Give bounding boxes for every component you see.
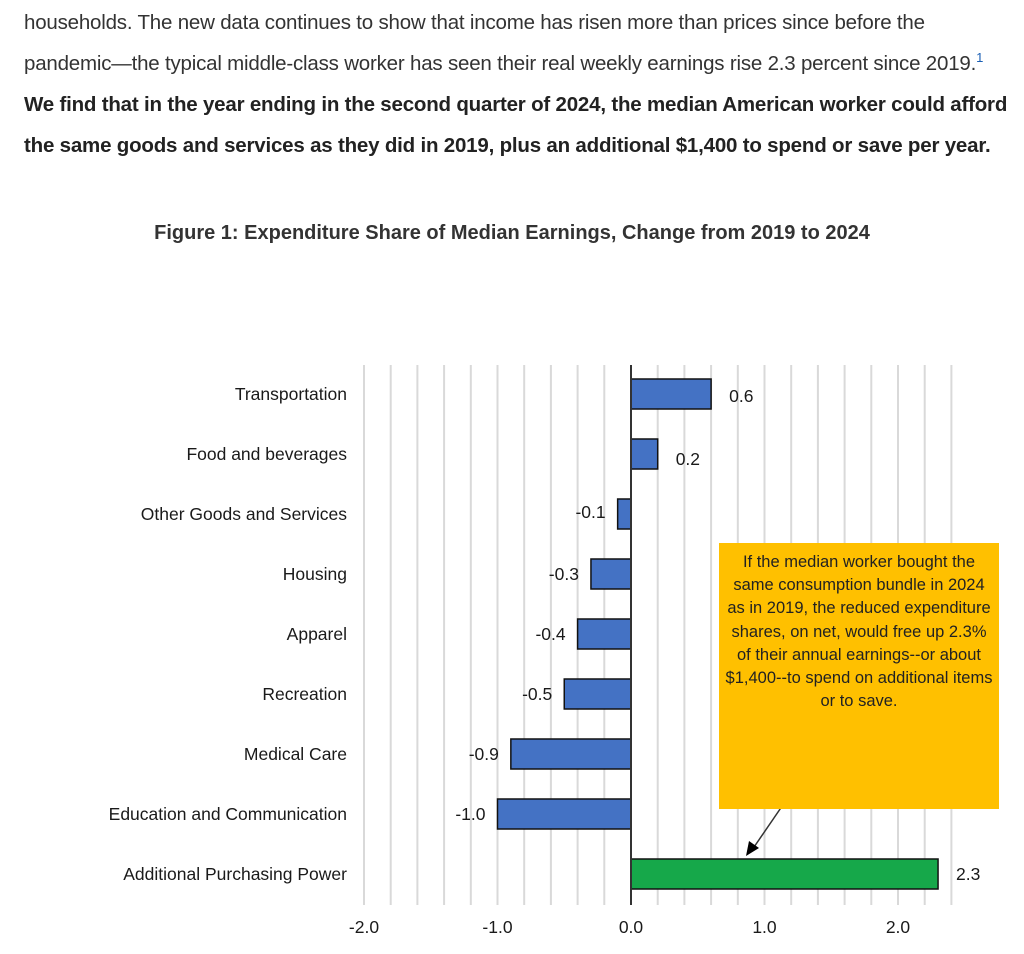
figure-title: Figure 1: Expenditure Share of Median Ea… [154, 222, 870, 244]
category-label: Additional Purchasing Power [123, 864, 347, 884]
category-label: Other Goods and Services [141, 504, 347, 524]
bar [630, 858, 939, 890]
paragraph-bold-text: We find that in the year ending in the s… [24, 93, 1008, 157]
data-label: 2.3 [956, 864, 980, 884]
bar [510, 738, 632, 770]
category-label: Recreation [262, 684, 347, 704]
x-tick-label: -2.0 [349, 917, 379, 937]
bar [496, 798, 632, 830]
x-tick-label: 0.0 [619, 917, 644, 937]
data-label: -0.9 [469, 744, 499, 764]
data-label: -0.5 [522, 684, 552, 704]
paragraph-text: households. The new data continues to sh… [24, 11, 977, 75]
annotation-callout: If the median worker bought the same con… [719, 543, 999, 809]
category-labels: Transportation Food and beverages Other Go… [109, 384, 348, 884]
category-label: Education and Communication [109, 804, 347, 824]
bar [630, 378, 712, 410]
category-label: Food and beverages [186, 444, 347, 464]
footnote-link[interactable]: 1 [976, 50, 984, 66]
x-tick-label: 2.0 [886, 917, 911, 937]
bar [616, 498, 632, 530]
bar [563, 678, 632, 710]
category-label: Medical Care [244, 744, 347, 764]
category-label: Apparel [287, 624, 347, 644]
bar [590, 558, 632, 590]
bar [576, 618, 632, 650]
x-tick-label: -1.0 [482, 917, 512, 937]
category-label: Housing [283, 564, 347, 584]
bars [496, 378, 939, 890]
body-paragraph: households. The new data continues to sh… [24, 2, 1014, 166]
category-label: Transportation [235, 384, 347, 404]
x-axis-tick-labels: -2.0 -1.0 0.0 1.0 2.0 [349, 917, 911, 937]
data-label: -0.3 [549, 564, 579, 584]
data-label: 0.2 [676, 449, 700, 469]
data-labels: 0.6 0.2 -0.1 -0.3 -0.4 -0.5 -0.9 -1.0 2.3 [455, 386, 980, 884]
data-label: 0.6 [729, 386, 753, 406]
arrow-head [746, 841, 759, 856]
data-label: -1.0 [455, 804, 485, 824]
data-label: -0.4 [535, 624, 565, 644]
data-label: -0.1 [575, 502, 605, 522]
bar [630, 438, 659, 470]
x-tick-label: 1.0 [752, 917, 777, 937]
